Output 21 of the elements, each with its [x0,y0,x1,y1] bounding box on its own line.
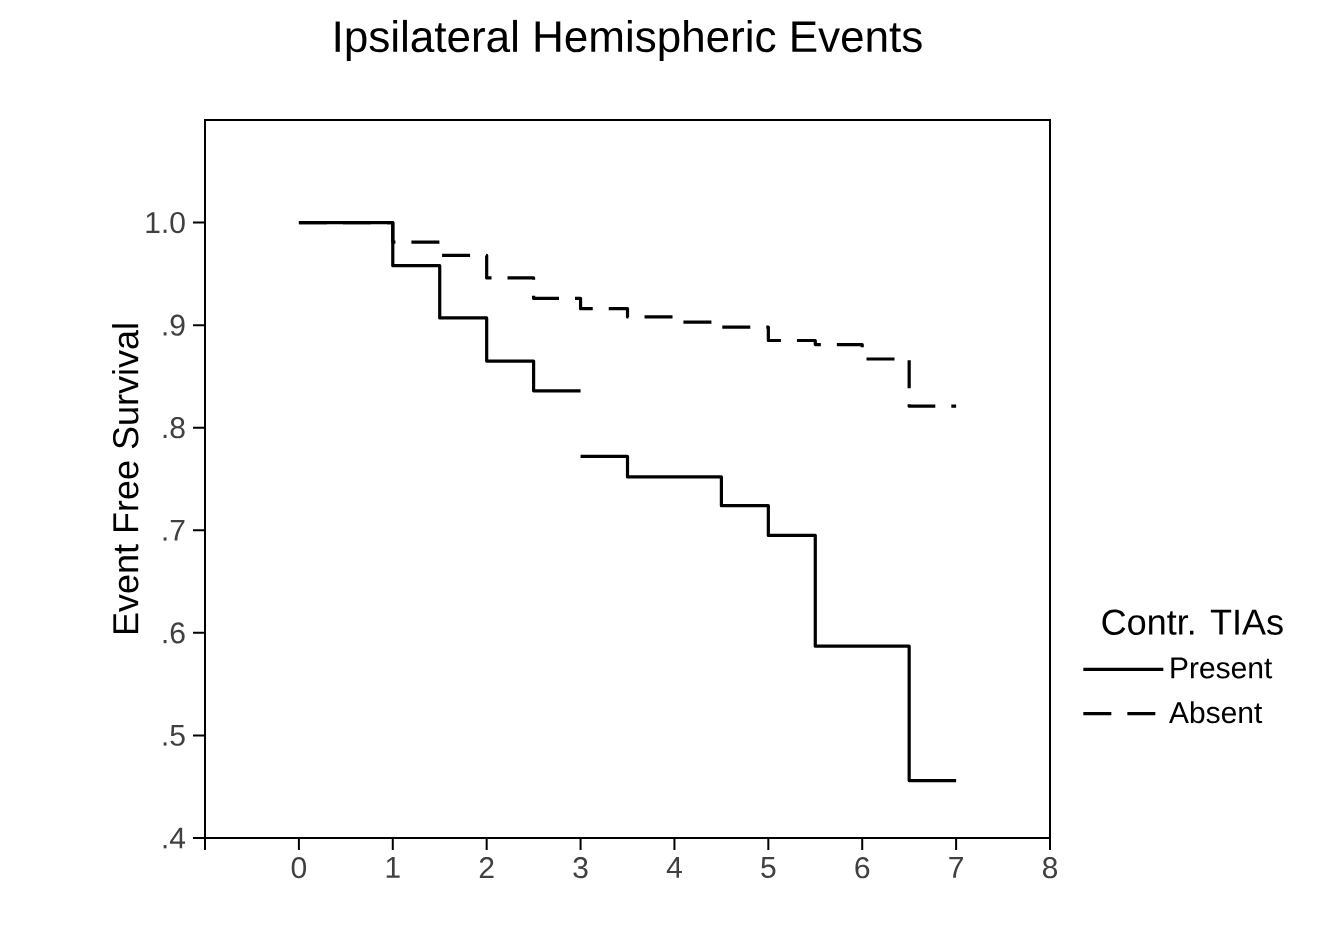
y-tick-label: .6 [163,622,185,644]
x-tick-label: 8 [1042,857,1058,879]
x-tick-label: 3 [573,857,588,879]
x-tick-label: 1 [386,857,400,878]
y-tick-label: .8 [163,417,185,439]
y-tick-label: .4 [163,827,186,849]
x-tick-label: 2 [479,857,494,878]
x-tick-label: 4 [666,857,682,878]
y-tick-label: .7 [163,519,185,541]
chart-title: Ipsilateral Hemispheric Events [335,19,922,61]
legend-title: Contr. TIAs [1102,609,1283,635]
y-tick-label: 1.0 [146,211,185,234]
legend-label: Present [1171,657,1273,679]
legend-label: Absent [1169,701,1263,724]
x-tick-label: 7 [949,857,963,878]
y-tick-label: .5 [163,724,185,746]
x-tick-label: 6 [855,857,870,879]
y-tick-label: .9 [163,314,185,336]
x-tick-label: 5 [761,857,776,878]
y-axis-title: Event Free Survival [112,324,139,634]
x-tick-label: 0 [291,857,307,879]
